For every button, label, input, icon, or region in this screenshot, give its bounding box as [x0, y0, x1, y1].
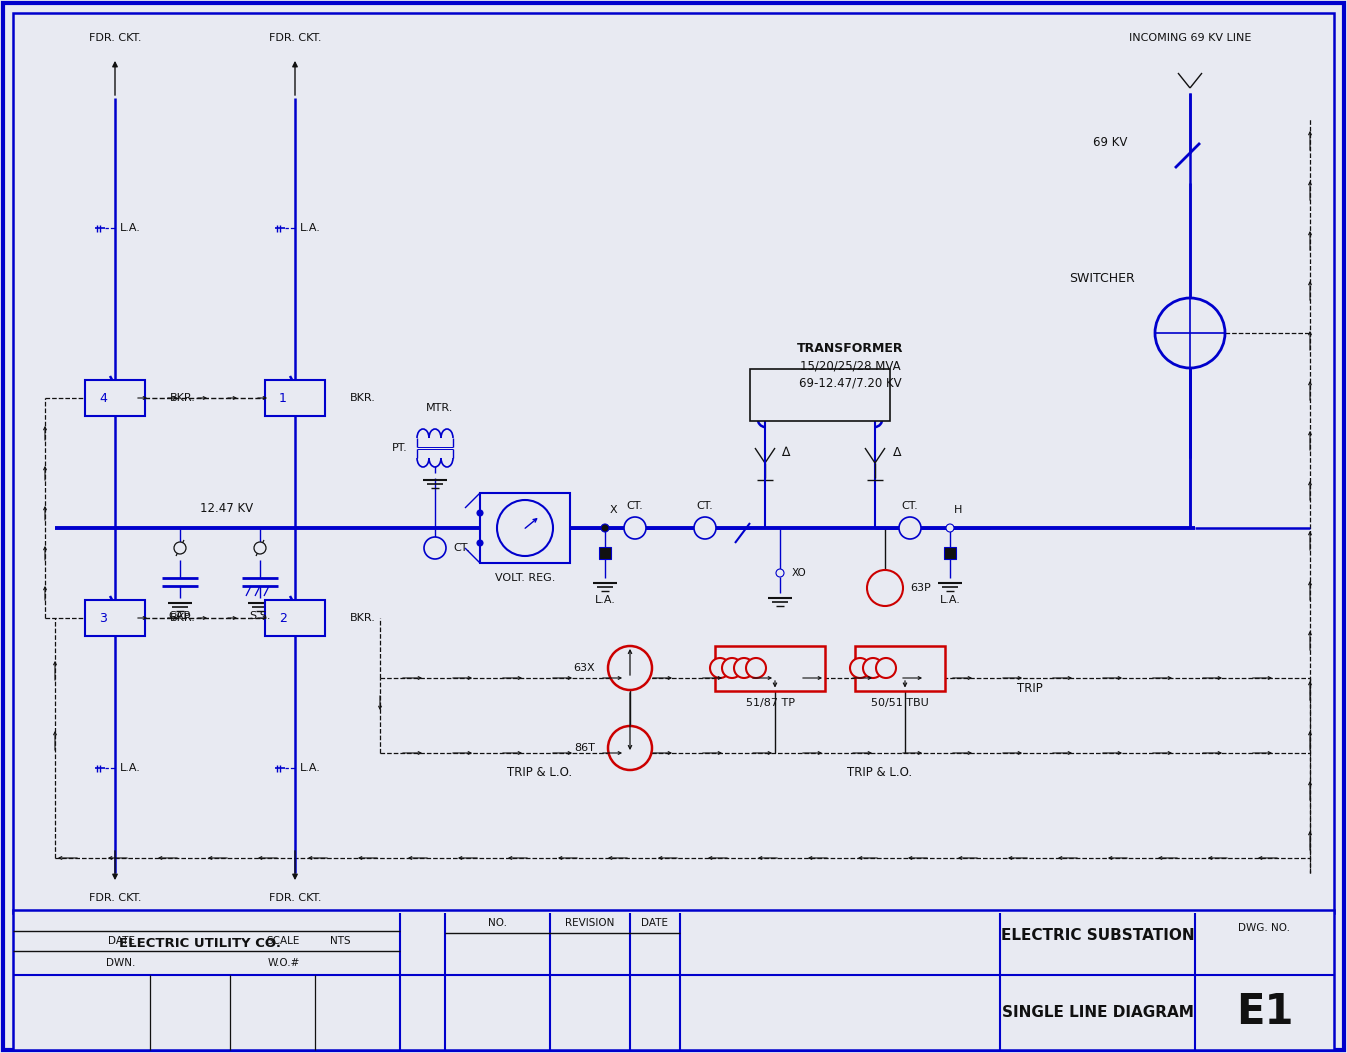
Text: 63X: 63X: [574, 663, 595, 673]
Text: VOLT. REG.: VOLT. REG.: [494, 573, 555, 583]
Circle shape: [876, 658, 896, 678]
Bar: [85, 380, 145, 416]
Text: 2: 2: [279, 612, 287, 624]
Text: NTS: NTS: [330, 936, 350, 946]
Circle shape: [694, 517, 717, 539]
Text: SCALE: SCALE: [267, 936, 300, 946]
Circle shape: [424, 537, 446, 559]
Text: L.A.: L.A.: [120, 223, 141, 233]
Text: 3: 3: [100, 612, 106, 624]
Circle shape: [477, 540, 484, 547]
Circle shape: [898, 517, 921, 539]
Text: CT.: CT.: [626, 501, 644, 511]
Text: BKR.: BKR.: [350, 613, 376, 623]
Text: L.A.: L.A.: [120, 763, 141, 773]
Text: DWG. NO.: DWG. NO.: [1238, 923, 1290, 933]
Text: X: X: [609, 505, 617, 515]
Text: ELECTRIC SUBSTATION: ELECTRIC SUBSTATION: [1001, 929, 1195, 943]
Circle shape: [477, 510, 484, 516]
Text: CAP.: CAP.: [168, 611, 193, 621]
Bar: [855, 645, 946, 691]
Bar: [13, 13, 1334, 913]
Text: DWN.: DWN.: [105, 958, 135, 968]
Text: DATE: DATE: [108, 936, 135, 946]
Circle shape: [867, 570, 902, 605]
Circle shape: [174, 542, 186, 554]
Text: 86T: 86T: [574, 743, 595, 753]
Circle shape: [607, 726, 652, 770]
Text: L.A.: L.A.: [300, 223, 321, 233]
Circle shape: [850, 658, 870, 678]
Bar: [944, 547, 956, 559]
Text: L.A.: L.A.: [940, 595, 960, 605]
Text: 1: 1: [279, 392, 287, 404]
Bar: [85, 600, 145, 636]
Text: 69 KV: 69 KV: [1092, 137, 1127, 150]
Text: 63P: 63P: [911, 583, 931, 593]
Text: TRIP & L.O.: TRIP & L.O.: [508, 767, 572, 779]
Bar: [13, 910, 1334, 1050]
Circle shape: [497, 500, 554, 556]
Text: BKR.: BKR.: [350, 393, 376, 403]
Text: CT.: CT.: [901, 501, 919, 511]
Bar: [599, 547, 612, 559]
Text: FDR. CKT.: FDR. CKT.: [89, 33, 141, 43]
Text: 50/51 TBU: 50/51 TBU: [872, 698, 929, 708]
Circle shape: [607, 645, 652, 690]
Text: CT.: CT.: [453, 543, 470, 553]
Text: XO: XO: [792, 568, 807, 578]
Circle shape: [746, 658, 766, 678]
Text: 4: 4: [100, 392, 106, 404]
Text: TRIP & L.O.: TRIP & L.O.: [847, 767, 912, 779]
Text: H: H: [954, 505, 962, 515]
Text: DATE: DATE: [641, 918, 668, 928]
Circle shape: [722, 658, 742, 678]
Text: 12.47 KV: 12.47 KV: [199, 501, 253, 515]
Text: BKR.: BKR.: [170, 613, 195, 623]
Text: FDR. CKT.: FDR. CKT.: [89, 893, 141, 903]
Text: S.S.: S.S.: [249, 611, 271, 621]
Circle shape: [255, 542, 265, 554]
Circle shape: [601, 524, 609, 532]
Text: FDR. CKT.: FDR. CKT.: [269, 33, 321, 43]
Text: MTR.: MTR.: [426, 403, 454, 413]
Text: ELECTRIC UTILITY CO.: ELECTRIC UTILITY CO.: [119, 937, 282, 950]
Bar: [265, 380, 325, 416]
Text: SINGLE LINE DIAGRAM: SINGLE LINE DIAGRAM: [1002, 1005, 1193, 1019]
Bar: [265, 600, 325, 636]
Text: NO.: NO.: [488, 918, 506, 928]
Text: 15/20/25/28 MVA: 15/20/25/28 MVA: [800, 359, 900, 373]
Text: L.A.: L.A.: [594, 595, 616, 605]
Circle shape: [1154, 298, 1224, 367]
Text: E1: E1: [1235, 991, 1293, 1033]
Circle shape: [863, 658, 884, 678]
Text: ∆: ∆: [781, 446, 789, 459]
Text: PT.: PT.: [392, 443, 408, 453]
Text: L.A.: L.A.: [300, 763, 321, 773]
Text: 69-12.47/7.20 KV: 69-12.47/7.20 KV: [799, 377, 901, 390]
Text: CT.: CT.: [696, 501, 714, 511]
Circle shape: [946, 524, 954, 532]
Text: TRANSFORMER: TRANSFORMER: [796, 341, 904, 355]
Text: INCOMING 69 KV LINE: INCOMING 69 KV LINE: [1129, 33, 1251, 43]
Text: BKR.: BKR.: [170, 393, 195, 403]
Text: W.O.#: W.O.#: [268, 958, 300, 968]
Text: 51/87 TP: 51/87 TP: [745, 698, 795, 708]
Circle shape: [776, 569, 784, 577]
Bar: [480, 493, 570, 563]
Text: TRIP: TRIP: [1017, 681, 1043, 695]
Bar: [750, 369, 890, 421]
Text: REVISION: REVISION: [566, 918, 614, 928]
Circle shape: [734, 658, 754, 678]
Text: Δ: Δ: [893, 446, 901, 459]
Text: SWITCHER: SWITCHER: [1070, 272, 1136, 284]
Circle shape: [710, 658, 730, 678]
Bar: [715, 645, 824, 691]
Circle shape: [624, 517, 647, 539]
Text: FDR. CKT.: FDR. CKT.: [269, 893, 321, 903]
